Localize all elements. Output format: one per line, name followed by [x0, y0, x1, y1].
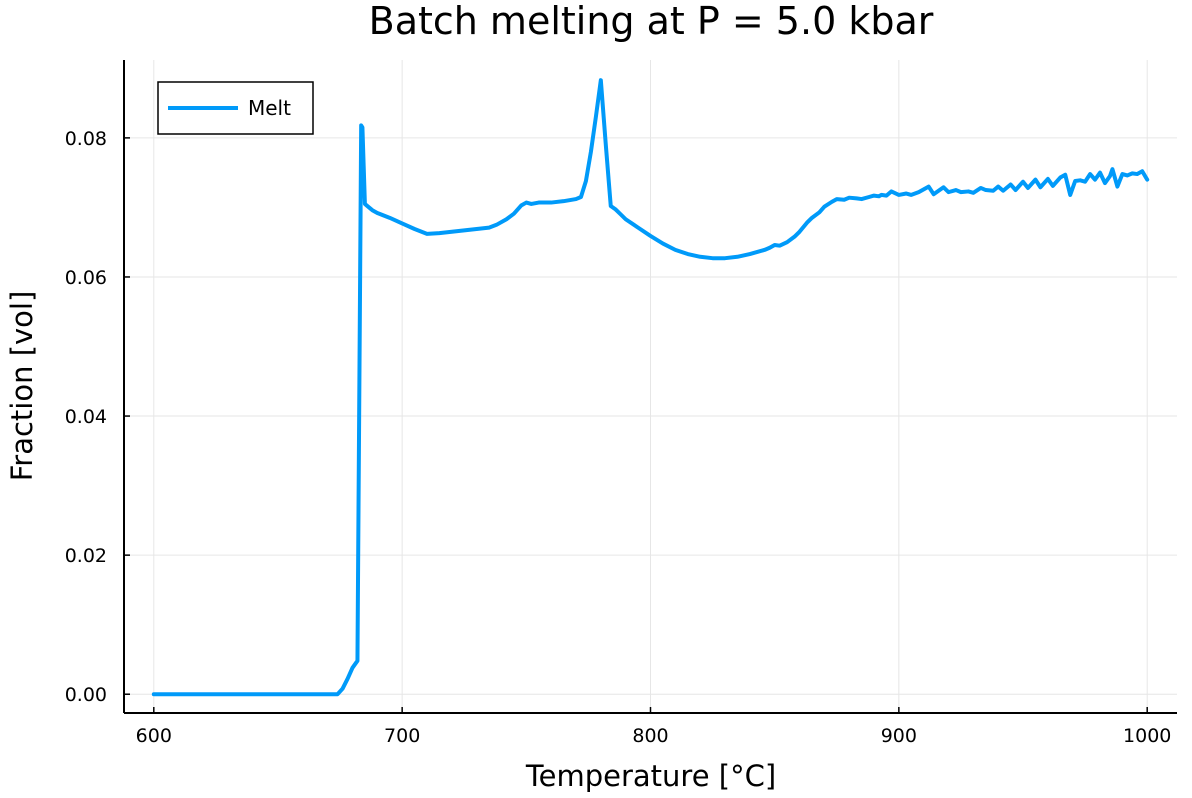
x-tick-label: 900 — [881, 725, 917, 747]
y-tick-label: 0.04 — [65, 406, 107, 428]
x-tick-label: 600 — [136, 725, 172, 747]
axes — [123, 60, 1177, 714]
y-tick-label: 0.00 — [65, 684, 107, 706]
x-tick-label: 800 — [632, 725, 668, 747]
series-layer — [151, 78, 1150, 697]
legend: Melt — [157, 81, 314, 135]
x-tick-label: 700 — [384, 725, 420, 747]
y-tick-label: 0.02 — [65, 545, 107, 567]
legend-label-melt: Melt — [248, 96, 291, 120]
tick-labels: 600 700 800 900 1000 0.00 0.02 0.04 0.06 0.08 — [65, 128, 1172, 747]
x-axis-title: Temperature [°C] — [525, 759, 776, 793]
y-axis-title: Fraction [vol] — [5, 291, 39, 482]
chart-title: Batch melting at P = 5.0 kbar — [369, 0, 934, 43]
y-tick-label: 0.06 — [65, 267, 107, 289]
grid — [124, 60, 1177, 713]
series-line-melt — [151, 78, 1150, 697]
y-tick-label: 0.08 — [65, 128, 107, 150]
x-tick-label: 1000 — [1123, 725, 1171, 747]
